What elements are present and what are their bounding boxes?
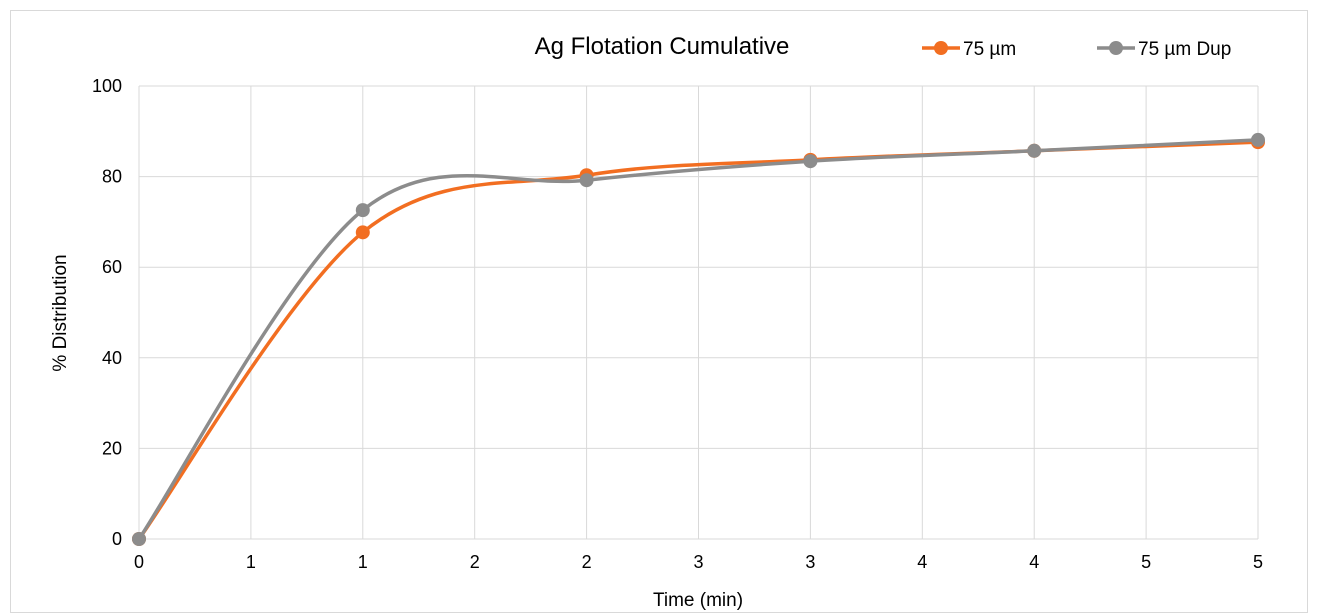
series-75um-dup-point [803,154,818,169]
x-tick-label: 5 [1253,552,1263,572]
label-layer: Ag Flotation Cumulative Time (min) % Dis… [50,33,789,611]
x-tick-label: 3 [693,552,703,572]
legend-75um-label: 75 µm [963,39,1016,60]
x-tick-label: 4 [1029,552,1039,572]
chart-title: Ag Flotation Cumulative [535,33,790,60]
chart-frame [10,10,1308,613]
legend: 75 µm 75 µm Dup [922,39,1231,60]
series-75um-point [355,225,370,240]
series-layer [132,132,1265,546]
x-tick-label: 5 [1141,552,1151,572]
y-tick-label: 40 [102,348,122,368]
series-75um-dup-point [579,173,594,188]
x-axis-title: Time (min) [653,590,743,611]
y-tick-label: 100 [92,76,122,96]
series-75um-dup-point [355,203,370,218]
x-tick-label: 0 [134,552,144,572]
x-tick-label: 3 [805,552,815,572]
x-tick-label: 2 [582,552,592,572]
grid-layer [138,85,1259,540]
y-tick-label: 0 [112,529,122,549]
legend-75um-dup-label: 75 µm Dup [1138,39,1231,60]
x-tick-label: 4 [917,552,927,572]
legend-75um-dup-marker [1109,41,1123,55]
series-75um-dup-point [1251,132,1265,147]
y-tick-label: 80 [102,167,122,187]
x-tick-label: 2 [470,552,480,572]
series-75um-dup-line [137,138,1260,541]
x-tick-label: 1 [246,552,256,572]
y-tick-label: 20 [102,438,122,458]
x-tick-label: 1 [358,552,368,572]
y-axis-title: % Distribution [50,254,71,371]
axis-layer: 0 1 1 2 2 3 3 4 4 5 5 0 20 40 60 80 100 [92,76,1263,572]
series-75um-dup-point [132,532,146,546]
y-tick-label: 60 [102,257,122,277]
legend-75um-marker [934,41,948,55]
series-75um-dup-point [1027,143,1042,158]
